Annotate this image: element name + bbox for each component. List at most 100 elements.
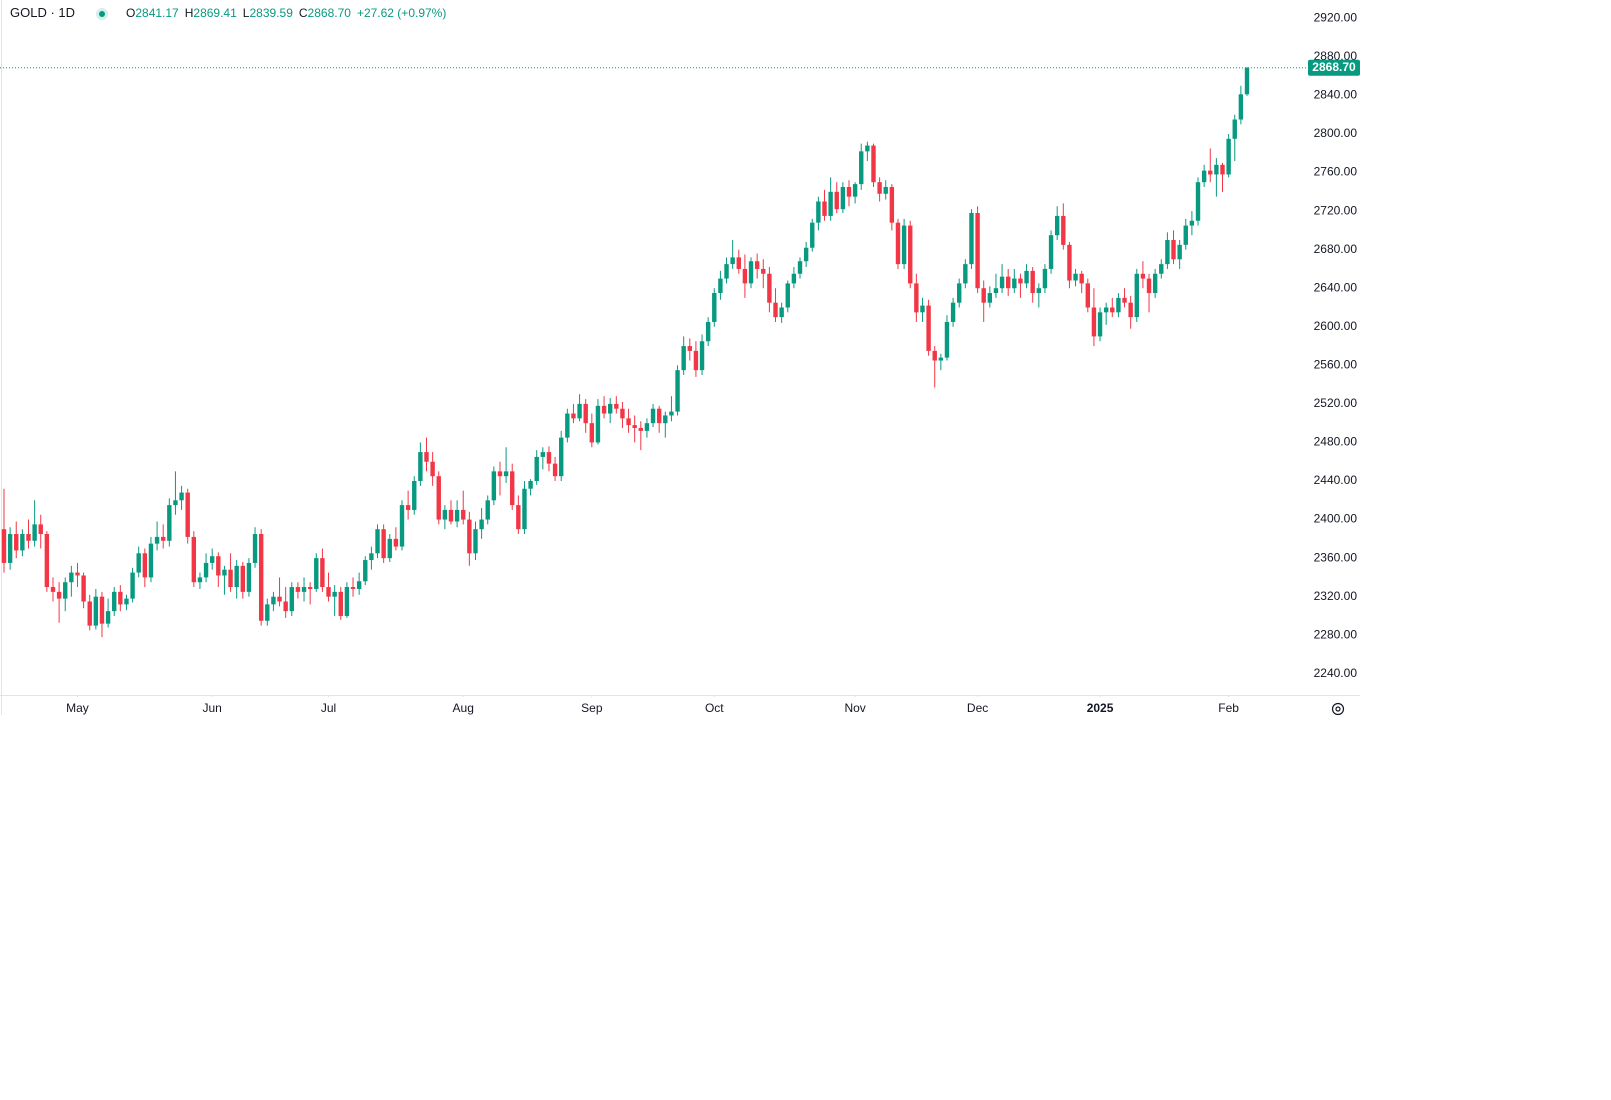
candle-body xyxy=(154,536,160,544)
candle-body xyxy=(240,565,246,592)
candle-body xyxy=(124,598,129,605)
settings-icon[interactable] xyxy=(1331,702,1345,716)
ohlc-key: C xyxy=(299,6,308,20)
candle-body xyxy=(350,587,356,589)
candle-body xyxy=(326,587,331,597)
x-tick-label: Aug xyxy=(453,701,474,715)
candle-body xyxy=(644,423,650,431)
candle-body xyxy=(712,293,717,322)
candle-body xyxy=(656,408,662,424)
candle-body xyxy=(320,558,325,588)
x-tick-label: Jul xyxy=(321,701,336,715)
candle-body xyxy=(234,565,239,588)
candle-body xyxy=(363,560,368,582)
candle-body xyxy=(516,505,521,530)
candle-body xyxy=(69,572,74,583)
candle-body xyxy=(1165,240,1170,265)
change-value: +27.62 (+0.97%) xyxy=(357,6,446,20)
candle-body xyxy=(969,213,974,265)
candle-body xyxy=(975,213,980,289)
candle-body xyxy=(1195,182,1201,221)
candle-body xyxy=(191,536,197,583)
candle-body xyxy=(216,556,221,576)
candle-body xyxy=(883,187,888,194)
candle-body xyxy=(295,587,301,592)
candle-body xyxy=(1073,273,1078,281)
candle-body xyxy=(467,519,472,554)
candle-body xyxy=(1134,273,1139,318)
candle-body xyxy=(816,201,821,223)
candle-body xyxy=(167,505,172,541)
y-tick-label: 2440.00 xyxy=(1314,473,1358,487)
candle-body xyxy=(375,529,380,554)
y-tick-label: 2320.00 xyxy=(1314,589,1358,603)
candle-body xyxy=(675,370,680,412)
y-tick-label: 2280.00 xyxy=(1314,627,1358,641)
candle-body xyxy=(50,587,56,592)
candle-body xyxy=(840,187,846,210)
candle-body xyxy=(56,591,62,599)
last-price-label: 2868.70 xyxy=(1312,60,1356,74)
y-tick-label: 2920.00 xyxy=(1314,10,1358,24)
candle-body xyxy=(1048,235,1054,269)
candle-body xyxy=(209,556,215,563)
ohlc-key: O xyxy=(126,6,135,20)
candle-body xyxy=(950,302,956,322)
candle-body xyxy=(846,187,852,197)
candle-body xyxy=(607,403,613,414)
candle-body xyxy=(418,452,423,482)
candle-body xyxy=(1097,312,1103,337)
candle-body xyxy=(1005,276,1011,289)
candle-body xyxy=(1091,307,1097,337)
candle-body xyxy=(1042,268,1048,289)
candle-body xyxy=(614,403,619,409)
status-dot xyxy=(99,11,105,17)
y-tick-label: 2520.00 xyxy=(1314,396,1358,410)
candle-body xyxy=(803,247,809,262)
candle-body xyxy=(185,492,190,537)
symbol[interactable]: GOLD · 1D xyxy=(10,5,75,20)
candle-body xyxy=(1103,307,1109,313)
candle-body xyxy=(1183,225,1188,245)
candle-body xyxy=(981,288,986,303)
candle-body xyxy=(75,572,80,576)
candle-body xyxy=(663,415,668,424)
candle-body xyxy=(589,423,595,443)
y-tick-label: 2880.00 xyxy=(1314,49,1358,63)
candle-body xyxy=(908,225,913,284)
candle-body xyxy=(822,201,827,216)
candle-body xyxy=(681,346,686,371)
candle-body xyxy=(993,288,999,294)
candle-body xyxy=(1189,220,1195,226)
candle-body xyxy=(620,408,625,419)
candle-body xyxy=(540,452,546,457)
candle-body xyxy=(307,587,313,589)
candle-body xyxy=(748,261,754,284)
candle-body xyxy=(718,278,723,294)
candle-body xyxy=(865,145,870,152)
candle-body xyxy=(1208,170,1213,175)
candle-body xyxy=(705,321,711,342)
candle-body xyxy=(332,591,337,597)
candle-body xyxy=(957,283,962,303)
candle-body xyxy=(258,534,264,621)
candle-body xyxy=(785,283,790,308)
y-tick-label: 2480.00 xyxy=(1314,435,1358,449)
candle-body xyxy=(987,293,993,303)
gear-outer xyxy=(1331,702,1345,716)
candle-body xyxy=(1238,94,1244,120)
candle-body xyxy=(430,461,435,477)
candle-body xyxy=(136,553,141,573)
ohlc-value: 2839.59 xyxy=(249,6,293,20)
candle-body xyxy=(1152,273,1158,294)
x-tick-label: May xyxy=(66,701,89,715)
candle-body xyxy=(1030,270,1035,294)
x-tick-label: Feb xyxy=(1218,701,1239,715)
candle-body xyxy=(914,283,919,313)
candle-body xyxy=(687,346,692,351)
candle-body xyxy=(38,524,43,535)
candle-body xyxy=(797,261,803,274)
candle-body xyxy=(112,591,117,612)
